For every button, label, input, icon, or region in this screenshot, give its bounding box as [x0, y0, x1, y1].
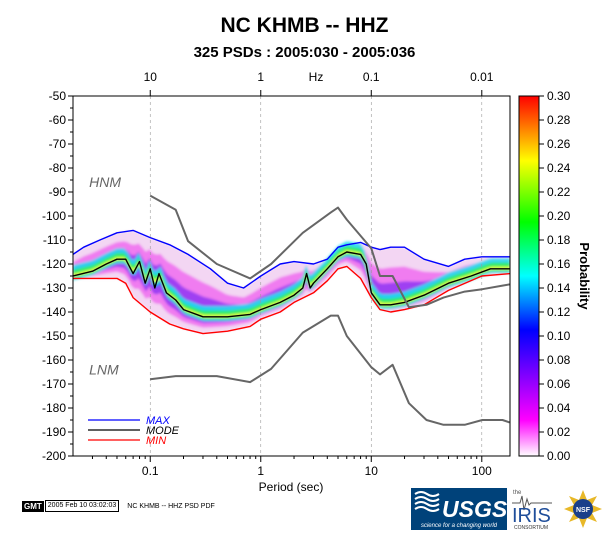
colorbar-axis: 0.30 0.28 0.26 0.24 0.22 0.20 0.18 0.16 0.14 0.12… — [539, 89, 571, 463]
colorbar — [518, 95, 540, 457]
top-tick-label: 0.1 — [363, 70, 380, 84]
y-tick-label: -170 — [42, 377, 66, 391]
colorbar-tick-label: 0.18 — [547, 233, 571, 247]
usgs-logo-text: USGS — [442, 496, 508, 522]
colorbar-tick-label: 0.04 — [547, 401, 571, 415]
colorbar-tick-label: 0.00 — [547, 449, 571, 463]
top-tick-label: 0.01 — [470, 70, 494, 84]
footer-label: NC KHMB -- HHZ PSD PDF — [127, 502, 215, 510]
top-axis-label: Hz — [309, 70, 324, 84]
x-axis-label: Period (sec) — [259, 480, 324, 494]
colorbar-tick-label: 0.10 — [547, 329, 571, 343]
y-tick-label: -120 — [42, 257, 66, 271]
colorbar-tick-label: 0.20 — [547, 209, 571, 223]
y-tick-label: -90 — [49, 185, 67, 199]
y-tick-label: -80 — [49, 161, 67, 175]
y-tick-label: -130 — [42, 281, 66, 295]
footer-stamp: GMT 2005 Feb 10 03:02:03 NC KHMB -- HHZ … — [22, 500, 215, 512]
x-tick-label: 100 — [472, 464, 492, 478]
legend-label-mode: MODE — [146, 425, 180, 437]
x-axis: 0.1 1 10 100 — [91, 456, 492, 478]
colorbar-label: Probability — [577, 242, 592, 310]
colorbar-tick-label: 0.28 — [547, 113, 571, 127]
usgs-logo: USGS science for a changing world — [411, 488, 508, 530]
colorbar-tick-label: 0.26 — [547, 137, 571, 151]
nsf-logo-text: NSF — [576, 507, 591, 514]
chart-subtitle: 325 PSDs : 2005:030 - 2005:036 — [193, 44, 416, 61]
series-line-lnm — [150, 314, 510, 426]
top-tick-label: 10 — [144, 70, 158, 84]
hnm-label: HNM — [89, 174, 121, 190]
series-line-min — [73, 265, 510, 335]
colorbar-tick-label: 0.14 — [547, 281, 571, 295]
top-tick-label: 1 — [257, 70, 264, 84]
footer-timestamp: 2005 Feb 10 03:02:03 — [44, 500, 120, 512]
series-line-max — [73, 229, 510, 289]
y-tick-label: -50 — [49, 89, 67, 103]
x-tick-label: 10 — [365, 464, 379, 478]
colorbar-tick-label: 0.16 — [547, 257, 571, 271]
colorbar-tick-label: 0.02 — [547, 425, 571, 439]
usgs-tagline: science for a changing world — [421, 523, 498, 529]
density-ridge-green — [73, 246, 510, 320]
y-tick-label: -70 — [49, 137, 67, 151]
iris-prefix: the — [513, 490, 522, 496]
curves — [73, 194, 510, 426]
iris-logo-text: IRIS — [512, 505, 551, 527]
series-line-hnm — [149, 194, 510, 309]
colorbar-tick-label: 0.08 — [547, 353, 571, 367]
colorbar-tick-label: 0.22 — [547, 185, 571, 199]
chart-title: NC KHMB -- HHZ — [220, 14, 389, 37]
colorbar-tick-label: 0.12 — [547, 305, 571, 319]
y-tick-label: -200 — [42, 449, 66, 463]
top-axis: 10 1 0.1 0.01 — [144, 70, 494, 96]
nsf-logo: NSF — [564, 490, 602, 528]
y-tick-label: -190 — [42, 425, 66, 439]
iris-consortium: CONSORTIUM — [514, 525, 548, 531]
y-tick-label: -150 — [42, 329, 66, 343]
lnm-label: LNM — [89, 361, 119, 377]
nsf-globe — [573, 499, 593, 519]
x-tick-label: 0.1 — [142, 464, 159, 478]
iris-logo: the IRIS CONSORTIUM — [512, 490, 552, 531]
series-line-mode — [73, 251, 510, 318]
y-tick-label: -110 — [43, 233, 66, 247]
y-tick-label: -180 — [42, 401, 66, 415]
y-tick-label: -100 — [42, 209, 66, 223]
probability-density — [73, 230, 510, 334]
y-axis: -50 -60 -70 -80 -90 -100 -110 -120 -130 -140 -150 -… — [42, 89, 73, 463]
gmt-badge: GMT — [22, 500, 44, 512]
colorbar-tick-label: 0.06 — [547, 377, 571, 391]
legend-label-max: MAX — [146, 415, 171, 427]
colorbar-tick-label: 0.24 — [547, 161, 571, 175]
colorbar-tick-label: 0.30 — [547, 89, 571, 103]
y-tick-label: -140 — [42, 305, 66, 319]
annotations: HNM LNM — [89, 174, 121, 377]
legend-label-min: MIN — [146, 435, 166, 447]
y-tick-label: -160 — [42, 353, 66, 367]
x-tick-label: 1 — [257, 464, 264, 478]
y-tick-label: -60 — [49, 113, 67, 127]
